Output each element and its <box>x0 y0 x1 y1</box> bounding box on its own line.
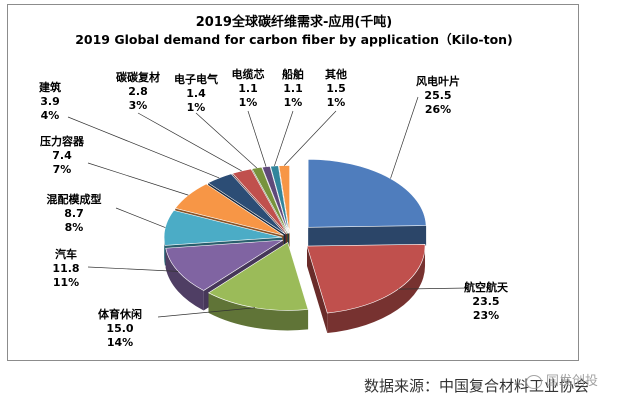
slice-value: 8.7 <box>64 207 84 220</box>
slice-value: 1.1 <box>238 82 258 95</box>
slice-top <box>307 158 427 228</box>
leader-line <box>87 162 189 196</box>
leader-line <box>115 207 166 228</box>
slice-label: 电缆芯 <box>232 67 265 81</box>
slice-label: 其他 <box>325 67 347 81</box>
chart-title: 2019全球碳纤维需求-应用(千吨) <box>196 14 392 30</box>
slice-side-face <box>308 225 427 248</box>
slice-percent: 7% <box>53 163 72 176</box>
leader-line <box>67 116 220 179</box>
slice-percent: 3% <box>129 99 148 112</box>
leader-line <box>137 112 242 172</box>
slice-value: 3.9 <box>40 95 60 108</box>
slice-1 <box>307 158 427 248</box>
slice-side-face <box>307 246 328 334</box>
slice-value: 23.5 <box>472 295 499 308</box>
slice-percent: 1% <box>187 101 206 114</box>
slice-label: 船舶 <box>282 67 304 81</box>
slice-value: 1.5 <box>326 82 346 95</box>
slice-percent: 4% <box>41 109 60 122</box>
leader-line <box>195 112 258 169</box>
slice-top <box>232 168 288 234</box>
leader-line <box>284 110 337 166</box>
slice-value: 2.8 <box>128 85 148 98</box>
slice-percent: 23% <box>473 309 499 322</box>
slice-label: 体育休闲 <box>98 307 142 321</box>
slice-percent: 8% <box>65 221 84 234</box>
chart-subtitle: 2019 Global demand for carbon fiber by a… <box>75 32 513 47</box>
slice-top <box>261 165 289 234</box>
slice-label: 压力容器 <box>40 134 85 148</box>
slice-percent: 26% <box>425 103 451 116</box>
slice-value: 11.8 <box>52 262 79 275</box>
leader-line <box>398 287 469 290</box>
slice-wall <box>164 237 165 266</box>
slice-wall <box>327 246 426 334</box>
slice-label: 汽车 <box>55 247 77 261</box>
slice-top <box>174 183 284 236</box>
slice-wall <box>165 248 204 311</box>
slice-labels: 风电叶片25.526%航空航天23.523%体育休闲15.014%汽车11.81… <box>39 67 509 349</box>
slice-value: 7.4 <box>52 149 72 162</box>
slice-value: 15.0 <box>106 322 133 335</box>
pie-chart: 2019全球碳纤维需求-应用(千吨) 2019 Global demand fo… <box>39 14 513 349</box>
slice-value: 1.4 <box>186 87 206 100</box>
slice-value: 25.5 <box>424 89 451 102</box>
leader-lines <box>67 96 469 318</box>
chart-frame: 2019全球碳纤维需求-应用(千吨) 2019 Global demand fo… <box>7 4 579 361</box>
slice-label: 建筑 <box>39 80 61 94</box>
slice-label: 混配模成型 <box>47 192 102 206</box>
slice-percent: 1% <box>239 96 258 109</box>
slice-percent: 1% <box>284 96 303 109</box>
leader-line <box>247 110 267 167</box>
slice-percent: 1% <box>327 96 346 109</box>
watermark-text: 国发创投 <box>546 374 599 389</box>
leader-line <box>157 307 256 318</box>
slice-label: 航空航天 <box>464 280 509 294</box>
leader-line <box>87 266 179 272</box>
leader-line <box>390 96 419 179</box>
slice-value: 1.1 <box>283 82 303 95</box>
slice-wall <box>208 292 309 331</box>
slice-3 <box>207 241 309 331</box>
slice-label: 风电叶片 <box>416 74 460 88</box>
pie-slices <box>163 158 427 334</box>
slice-top <box>306 243 426 314</box>
slice-percent: 14% <box>107 336 133 349</box>
slice-percent: 11% <box>53 276 79 289</box>
leader-line <box>274 110 294 167</box>
watermark: 国发创投 <box>526 370 598 389</box>
wechat-icon <box>526 374 542 389</box>
slice-2 <box>306 243 426 334</box>
slice-top <box>163 210 283 246</box>
slice-label: 碳碳复材 <box>116 70 160 84</box>
slice-label: 电子电气 <box>174 72 218 86</box>
